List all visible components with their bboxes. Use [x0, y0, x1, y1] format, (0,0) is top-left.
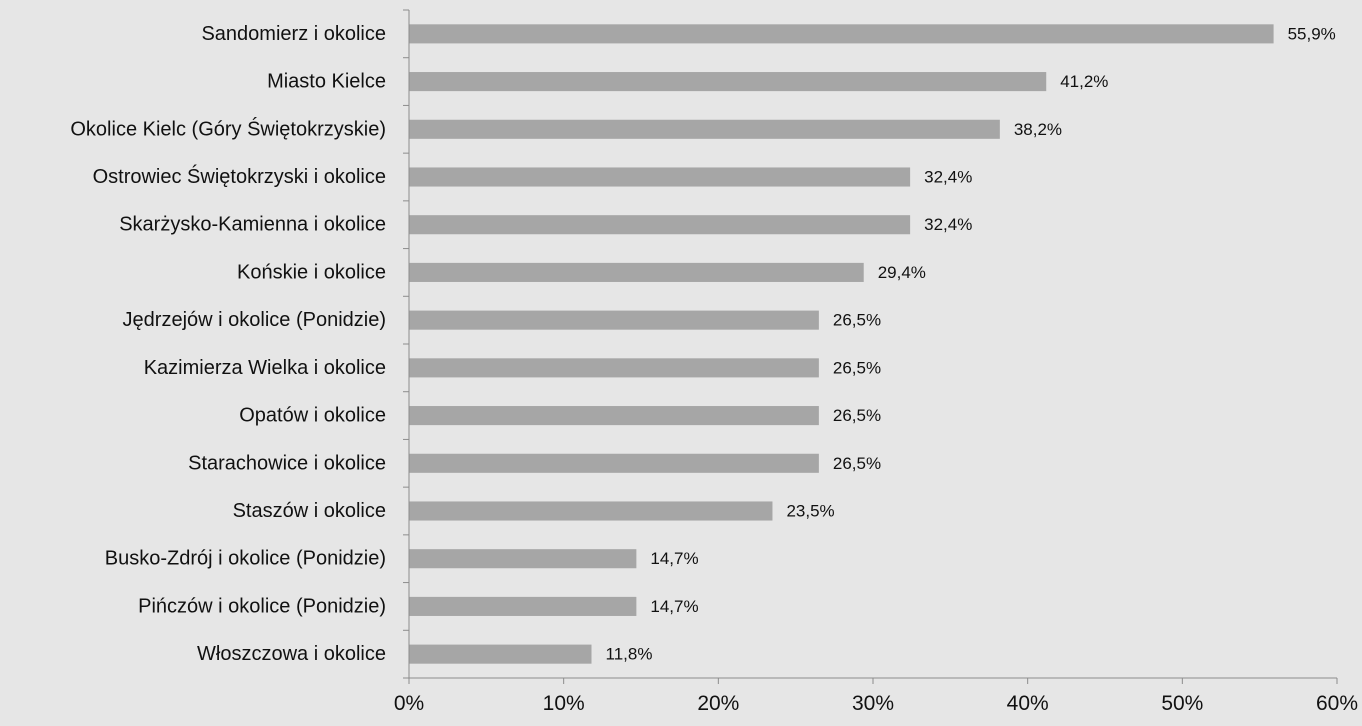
category-label-okolice-kielc-gory-swietokrzyskie: Okolice Kielc (Góry Świętokrzyskie) [70, 116, 386, 140]
bar-pinczow-i-okolice-ponidzie [409, 596, 637, 616]
axis-layer: 0% 10% 20% 30% 40% 50% 60% [394, 9, 1358, 715]
x-tick-label-50: 50% [1161, 692, 1203, 715]
bar-sandomierz-i-okolice [409, 24, 1274, 44]
bar-starachowice-i-okolice [409, 453, 819, 473]
bar-wloszczowa-i-okolice [409, 644, 592, 664]
bar-skarzysko-kamienna-i-okolice [409, 215, 911, 235]
bar-okolice-kielc-gory-swietokrzyskie [409, 119, 1000, 139]
value-label-staszow-i-okolice: 23,5% [786, 502, 834, 521]
value-label-opatow-i-okolice: 26,5% [833, 406, 881, 425]
value-label-starachowice-i-okolice: 26,5% [833, 454, 881, 473]
value-label-wloszczowa-i-okolice: 11,8% [606, 645, 653, 664]
category-label-konskie-i-okolice: Końskie i okolice [237, 261, 386, 283]
x-tick-label-10: 10% [543, 692, 585, 715]
category-label-kazimierza-wielka-i-okolice: Kazimierza Wielka i okolice [144, 357, 386, 379]
value-label-pinczow-i-okolice-ponidzie: 14,7% [650, 597, 698, 616]
bar-ostrowiec-swietokrzyski-i-okolice [409, 167, 911, 187]
bars-layer [409, 24, 1274, 664]
value-label-okolice-kielc-gory-swietokrzyskie: 38,2% [1014, 120, 1062, 139]
bar-miasto-kielce [409, 72, 1047, 92]
category-label-jedrzejow-i-okolice-ponidzie: Jędrzejów i okolice (Ponidzie) [123, 309, 386, 331]
x-tick-label-30: 30% [852, 692, 894, 715]
bar-staszow-i-okolice [409, 501, 773, 521]
category-label-busko-zdroj-i-okolice-ponidzie: Busko-Zdrój i okolice (Ponidzie) [105, 548, 386, 570]
category-label-pinczow-i-okolice-ponidzie: Pińczów i okolice (Ponidzie) [138, 595, 386, 617]
category-label-sandomierz-i-okolice: Sandomierz i okolice [201, 23, 386, 45]
value-label-konskie-i-okolice: 29,4% [878, 263, 926, 282]
category-label-wloszczowa-i-okolice: Włoszczowa i okolice [197, 643, 386, 665]
value-label-jedrzejow-i-okolice-ponidzie: 26,5% [833, 311, 881, 330]
value-label-kazimierza-wielka-i-okolice: 26,5% [833, 358, 881, 377]
bar-konskie-i-okolice [409, 262, 864, 282]
value-label-skarzysko-kamienna-i-okolice: 32,4% [924, 215, 972, 234]
labels-layer: Sandomierz i okolice 55,9% Miasto Kielce 41… [70, 23, 1335, 665]
bar-opatow-i-okolice [409, 406, 819, 426]
bar-busko-zdroj-i-okolice-ponidzie [409, 549, 637, 569]
category-label-staszow-i-okolice: Staszów i okolice [233, 500, 386, 522]
category-label-starachowice-i-okolice: Starachowice i okolice [188, 452, 386, 474]
x-tick-label-20: 20% [697, 692, 739, 715]
category-label-ostrowiec-swietokrzyski-i-okolice: Ostrowiec Świętokrzyski i okolice [93, 164, 386, 188]
bar-jedrzejow-i-okolice-ponidzie [409, 310, 819, 330]
category-label-miasto-kielce: Miasto Kielce [267, 71, 386, 93]
value-label-ostrowiec-swietokrzyski-i-okolice: 32,4% [924, 168, 972, 187]
x-tick-label-40: 40% [1007, 692, 1049, 715]
x-tick-label-60: 60% [1316, 692, 1358, 715]
category-label-opatow-i-okolice: Opatów i okolice [239, 405, 386, 427]
category-label-skarzysko-kamienna-i-okolice: Skarżysko-Kamienna i okolice [119, 214, 386, 236]
value-label-sandomierz-i-okolice: 55,9% [1288, 24, 1336, 43]
value-label-miasto-kielce: 41,2% [1060, 72, 1108, 91]
bar-kazimierza-wielka-i-okolice [409, 358, 819, 378]
value-label-busko-zdroj-i-okolice-ponidzie: 14,7% [650, 549, 698, 568]
x-tick-label-0: 0% [394, 692, 424, 715]
